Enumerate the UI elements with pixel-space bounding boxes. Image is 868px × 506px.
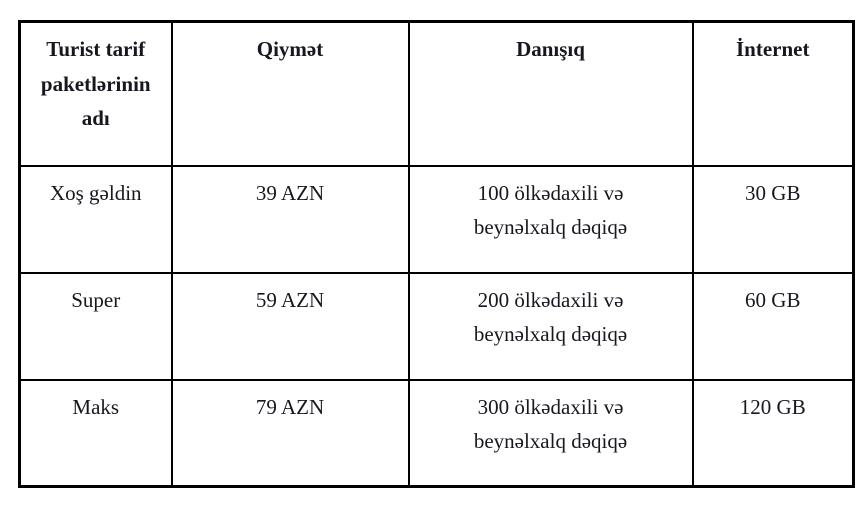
talk-line: 300 ölkədaxili və bbox=[477, 394, 624, 419]
cell-internet: 30 GB bbox=[691, 164, 855, 274]
talk-line: 100 ölkədaxili və bbox=[477, 180, 624, 205]
table-row: Super 59 AZN 200 ölkədaxili və beynəlxal… bbox=[18, 271, 855, 381]
header-cell-internet: İnternet bbox=[691, 20, 855, 167]
cell-price: 39 AZN bbox=[170, 164, 410, 274]
cell-package-name: Super bbox=[18, 271, 173, 381]
header-cell-talk: Danışıq bbox=[407, 20, 694, 167]
table-row: Maks 79 AZN 300 ölkədaxili və beynəlxalq… bbox=[18, 378, 855, 488]
talk-line: beynəlxalq dəqiqə bbox=[473, 429, 628, 454]
talk-line: beynəlxalq dəqiqə bbox=[473, 322, 628, 347]
cell-talk: 100 ölkədaxili və beynəlxalq dəqiqə bbox=[407, 164, 694, 274]
header-cell-package-name: Turist tarif paketlərinin adı bbox=[18, 20, 173, 167]
cell-talk: 200 ölkədaxili və beynəlxalq dəqiqə bbox=[407, 271, 694, 381]
cell-talk: 300 ölkədaxili və beynəlxalq dəqiqə bbox=[407, 378, 694, 488]
talk-line: 200 ölkədaxili və bbox=[477, 287, 624, 312]
cell-internet: 120 GB bbox=[691, 378, 855, 488]
table-header-row: Turist tarif paketlərinin adı Qiymət Dan… bbox=[18, 20, 855, 167]
cell-price: 59 AZN bbox=[170, 271, 410, 381]
cell-package-name: Maks bbox=[18, 378, 173, 488]
header-cell-price: Qiymət bbox=[170, 20, 410, 167]
talk-line: beynəlxalq dəqiqə bbox=[473, 215, 628, 240]
cell-package-name: Xoş gəldin bbox=[18, 164, 173, 274]
cell-price: 79 AZN bbox=[170, 378, 410, 488]
table-row: Xoş gəldin 39 AZN 100 ölkədaxili və beyn… bbox=[18, 164, 855, 274]
cell-internet: 60 GB bbox=[691, 271, 855, 381]
tariff-table: Turist tarif paketlərinin adı Qiymət Dan… bbox=[18, 20, 855, 488]
